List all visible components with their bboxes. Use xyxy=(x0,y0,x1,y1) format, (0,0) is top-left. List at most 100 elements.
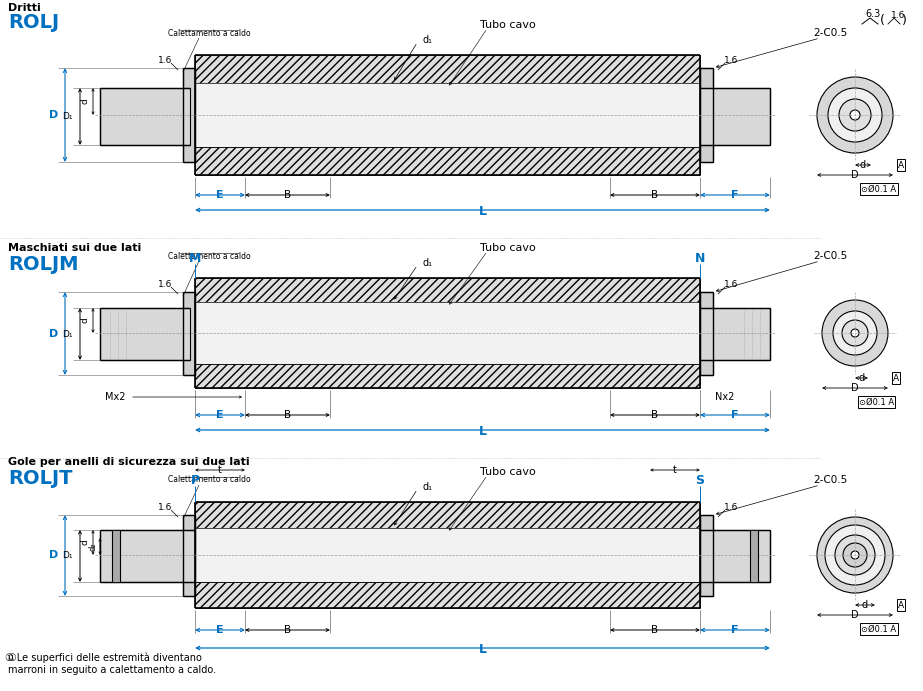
Text: Tubo cavo: Tubo cavo xyxy=(480,467,535,477)
Text: d₁: d₁ xyxy=(423,35,433,45)
Bar xyxy=(700,308,770,360)
Text: Calettamento a caldo: Calettamento a caldo xyxy=(168,475,250,484)
Text: B: B xyxy=(652,410,659,420)
Circle shape xyxy=(822,300,888,366)
Text: Calettamento a caldo: Calettamento a caldo xyxy=(168,28,250,37)
Text: Calettamento a caldo: Calettamento a caldo xyxy=(168,252,250,261)
Text: d₁: d₁ xyxy=(423,482,433,492)
Text: 2-C0.5: 2-C0.5 xyxy=(813,251,847,261)
Text: B: B xyxy=(284,625,291,635)
Text: B: B xyxy=(284,410,291,420)
Bar xyxy=(700,88,770,145)
Circle shape xyxy=(842,320,868,346)
Text: D: D xyxy=(851,170,858,180)
Text: d: d xyxy=(81,318,90,323)
Circle shape xyxy=(839,99,871,131)
Text: F: F xyxy=(731,410,738,420)
Text: 1.6: 1.6 xyxy=(158,279,173,289)
Bar xyxy=(195,147,700,175)
Bar xyxy=(195,582,700,608)
Text: F: F xyxy=(731,625,738,635)
Text: L: L xyxy=(478,643,486,656)
Circle shape xyxy=(828,88,882,142)
Circle shape xyxy=(817,77,893,153)
Text: ROLJT: ROLJT xyxy=(8,468,73,487)
Bar xyxy=(700,68,713,162)
Text: D: D xyxy=(49,328,58,339)
Text: A: A xyxy=(898,600,904,609)
Bar xyxy=(112,530,120,582)
Text: 1.6: 1.6 xyxy=(724,279,738,289)
Text: D: D xyxy=(49,551,58,560)
Bar xyxy=(700,292,713,375)
Bar xyxy=(195,528,700,582)
Text: 1.6: 1.6 xyxy=(158,502,173,511)
Text: E: E xyxy=(216,190,223,200)
Bar xyxy=(195,55,700,83)
Text: d: d xyxy=(81,540,90,545)
Text: L: L xyxy=(478,425,486,438)
Text: N: N xyxy=(695,252,705,265)
Circle shape xyxy=(843,543,867,567)
Text: Dritti: Dritti xyxy=(8,3,41,13)
Bar xyxy=(100,308,190,360)
Text: L: L xyxy=(478,205,486,218)
Text: 1.6: 1.6 xyxy=(724,55,738,64)
Text: Maschiati sui due lati: Maschiati sui due lati xyxy=(8,243,141,253)
Text: 1.6: 1.6 xyxy=(724,502,738,511)
Bar xyxy=(183,515,195,596)
Text: Nx2: Nx2 xyxy=(715,392,735,402)
Bar xyxy=(700,515,713,596)
Text: 1.6: 1.6 xyxy=(891,10,905,19)
Text: ①Le superfici delle estremità diventano: ①Le superfici delle estremità diventano xyxy=(8,653,202,663)
Bar xyxy=(195,502,700,528)
Text: ⊙Ø0.1 A: ⊙Ø0.1 A xyxy=(861,184,896,193)
Text: B: B xyxy=(284,190,291,200)
Text: (: ( xyxy=(880,14,884,26)
Text: D₁: D₁ xyxy=(63,330,73,339)
Circle shape xyxy=(851,551,859,559)
Circle shape xyxy=(851,329,859,337)
Text: d: d xyxy=(858,373,865,383)
Text: t: t xyxy=(673,465,677,475)
Text: B: B xyxy=(652,190,659,200)
Bar xyxy=(183,292,195,375)
Bar xyxy=(195,364,700,388)
Bar xyxy=(100,530,195,582)
Text: ①: ① xyxy=(4,653,13,663)
Text: M: M xyxy=(189,252,201,265)
Text: t: t xyxy=(218,465,222,475)
Bar xyxy=(195,302,700,364)
Circle shape xyxy=(850,110,860,120)
Text: S: S xyxy=(696,473,704,486)
Text: D: D xyxy=(49,110,58,120)
Bar xyxy=(750,530,758,582)
Text: d: d xyxy=(860,160,866,170)
Text: ): ) xyxy=(902,14,906,26)
Text: A: A xyxy=(898,160,904,169)
Text: D: D xyxy=(851,383,858,393)
Text: Tubo cavo: Tubo cavo xyxy=(480,20,535,30)
Text: d₁: d₁ xyxy=(423,258,433,268)
Text: B: B xyxy=(652,625,659,635)
Text: ROLJ: ROLJ xyxy=(8,12,59,32)
Text: Mx2: Mx2 xyxy=(105,392,126,402)
Text: Gole per anelli di sicurezza sui due lati: Gole per anelli di sicurezza sui due lat… xyxy=(8,457,249,467)
Text: d: d xyxy=(862,600,868,610)
Text: ⊙Ø0.1 A: ⊙Ø0.1 A xyxy=(859,397,894,406)
Text: ⊙Ø0.1 A: ⊙Ø0.1 A xyxy=(861,625,896,634)
Bar xyxy=(183,68,195,162)
Text: P: P xyxy=(190,473,199,486)
Text: ROLJM: ROLJM xyxy=(8,254,78,274)
Text: d: d xyxy=(81,99,90,104)
Text: F: F xyxy=(731,190,738,200)
Bar xyxy=(195,278,700,302)
Text: d₂: d₂ xyxy=(88,542,97,551)
Text: A: A xyxy=(893,374,899,383)
Text: D₁: D₁ xyxy=(63,112,73,121)
Text: 2-C0.5: 2-C0.5 xyxy=(813,475,847,485)
Text: E: E xyxy=(216,625,223,635)
Bar xyxy=(195,83,700,147)
Text: E: E xyxy=(216,410,223,420)
Bar xyxy=(700,530,770,582)
